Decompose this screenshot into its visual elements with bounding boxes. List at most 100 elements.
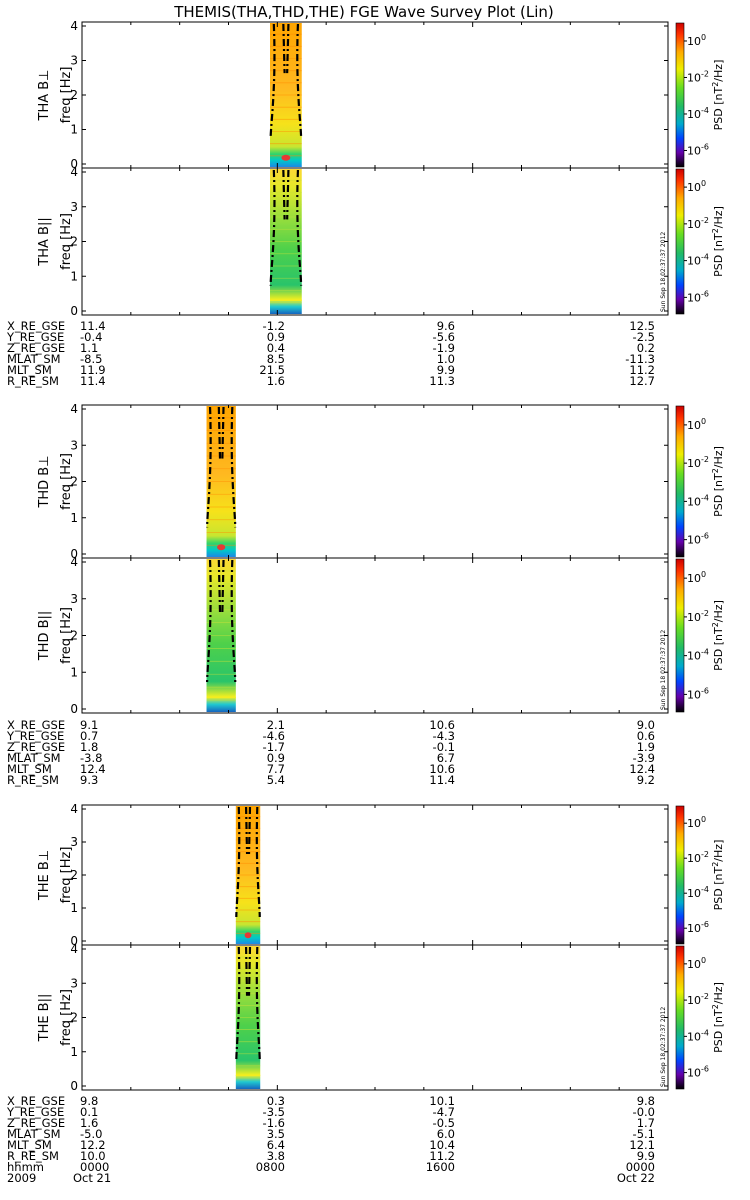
colorbar-tick-label: 10-2	[687, 609, 709, 624]
ephemeris-value: 1.8	[80, 740, 98, 754]
ephemeris-value: -1.2	[263, 319, 285, 333]
ephemeris-value: 12.5	[629, 319, 655, 333]
gyrofrequency-curve	[235, 806, 241, 918]
ephemeris-row-name: MLT_SM	[7, 363, 52, 377]
panel-label: THD B||	[37, 611, 52, 662]
x-axis-label: hhmm	[7, 1160, 44, 1174]
x-tick-label: 0800	[256, 1160, 285, 1174]
gyrofrequency-curve	[269, 23, 276, 139]
ephemeris-value: 0.6	[637, 729, 655, 743]
panel-label: THA B||	[37, 217, 52, 266]
timestamp-stamp: Sun Sep 18 02:37:37 2012	[660, 630, 667, 710]
y-tick-label: 0	[70, 157, 78, 171]
colorbar-tick-label: 10-2	[687, 216, 709, 231]
ephemeris-value: -8.5	[80, 352, 102, 366]
y-tick-label: 0	[70, 702, 78, 716]
gyrofrequency-curve	[296, 23, 303, 139]
ephemeris-row-name: MLT_SM	[7, 762, 52, 776]
freq-axis-label: freq [Hz]	[59, 213, 74, 270]
gyrofrequency-curve	[206, 559, 212, 683]
colorbar	[675, 22, 685, 168]
ephemeris-value: 9.9	[437, 363, 455, 377]
pc1-band	[244, 932, 252, 939]
colorbar-tick-label: 10-6	[687, 142, 709, 157]
ephemeris-value: 2.1	[267, 718, 285, 732]
colorbar-tick-label: 10-6	[687, 289, 709, 304]
panel-label: THD B⊥	[37, 455, 52, 508]
colorbar-label: PSD [nT2/Hz]	[711, 840, 725, 911]
ephemeris-value: -4.7	[433, 1105, 455, 1119]
colorbar-tick-label: 10-4	[687, 253, 709, 268]
gyrofrequency-curve	[230, 406, 237, 528]
y-tick-label: 3	[70, 976, 78, 990]
colorbar-tick-label: 10-2	[687, 850, 709, 865]
y-tick-label: 2	[70, 629, 78, 643]
gyrofrequency-curve	[235, 946, 241, 1062]
colorbar	[675, 405, 685, 558]
plot-frame	[81, 804, 669, 946]
gyrofrequency-curve	[217, 559, 222, 613]
y-tick-label: 3	[70, 835, 78, 849]
y-tick-label: 1	[70, 123, 78, 137]
ephemeris-value: 11.9	[80, 363, 106, 377]
spectrogram-panel: 0 1 2 3 4 THD B|| freq [Hz] 100 10-2 10-4 10-6 PSD …	[37, 555, 725, 716]
panel-label: THA B⊥	[37, 70, 52, 122]
ephemeris-value: -1.6	[263, 1116, 285, 1130]
ephemeris-value: 10.0	[80, 1149, 106, 1163]
colorbar-tick-label: 10-6	[687, 1065, 709, 1080]
ephemeris-value: 12.4	[629, 762, 655, 776]
colorbar-tick-label: 10-4	[687, 885, 709, 900]
ephemeris-value: 9.6	[437, 319, 455, 333]
gyrofrequency-curve	[244, 946, 249, 996]
colorbar-tick-label: 10-6	[687, 532, 709, 547]
freq-axis-label: freq [Hz]	[59, 847, 74, 904]
ephemeris-table: X_RE_GSE 11.4 -1.2 9.6 12.5 Y_RE_GSE -0.4 0.9 -5…	[6, 319, 655, 388]
y-tick-label: 3	[70, 200, 78, 214]
y-tick-label: 2	[70, 475, 78, 489]
colorbar-tick-label: 10-2	[687, 992, 709, 1007]
ephemeris-value: 10.1	[429, 1094, 455, 1108]
ephemeris-row-name: X_RE_GSE	[7, 1094, 65, 1108]
ephemeris-value: -5.6	[433, 330, 455, 344]
ephemeris-value: -3.8	[80, 751, 102, 765]
gyrofrequency-curve	[296, 169, 303, 286]
gyrofrequency-curve	[206, 406, 212, 528]
y-tick-label: 4	[70, 555, 78, 569]
ephemeris-table: X_RE_GSE 9.1 2.1 10.6 9.0 Y_RE_GSE 0.7 -4.6 -4.3…	[6, 718, 655, 787]
plot-frame	[81, 557, 669, 714]
y-tick-label: 3	[70, 54, 78, 68]
freq-axis-label: freq [Hz]	[59, 67, 74, 124]
timestamp-stamp: Sun Sep 18 02:37:37 2012	[660, 232, 667, 312]
panel-label: THE B||	[37, 994, 52, 1043]
ephemeris-row-name: R_RE_SM	[7, 1149, 59, 1163]
colorbar-tick-label: 100	[687, 179, 706, 194]
gyrofrequency-curve	[221, 406, 225, 459]
ephemeris-row-name: MLAT_SM	[7, 1127, 61, 1141]
date-start: Oct 21	[73, 1171, 111, 1185]
ephemeris-value: 12.1	[629, 1138, 655, 1152]
plot-frame	[81, 21, 669, 169]
ephemeris-row-name: R_RE_SM	[7, 374, 59, 388]
ephemeris-value: 21.5	[259, 363, 285, 377]
colorbar-tick-label: 10-4	[687, 648, 709, 663]
ephemeris-row-name: Z_RE_GSE	[7, 1116, 65, 1130]
ephemeris-value: 9.1	[80, 718, 98, 732]
colorbar	[675, 805, 685, 945]
colorbar	[675, 168, 685, 315]
ephemeris-value: -0.1	[433, 740, 455, 754]
ephemeris-value: 0.7	[80, 729, 98, 743]
ephemeris-value: -0.0	[633, 1105, 655, 1119]
ephemeris-value: -0.5	[433, 1116, 455, 1130]
spectrogram-panel: 0 1 2 3 4 THA B|| freq [Hz] 100 10-2 10-4 10-6PSD …	[37, 165, 725, 318]
ephemeris-value: 0.9	[267, 751, 285, 765]
colorbar-tick-label: 100	[687, 815, 706, 830]
y-tick-label: 4	[70, 19, 78, 33]
colorbar	[675, 945, 685, 1090]
ephemeris-value: 11.4	[80, 374, 106, 388]
x-tick-label: 1600	[426, 1160, 455, 1174]
ephemeris-value: 10.6	[429, 718, 455, 732]
ephemeris-row-name: Z_RE_GSE	[7, 341, 65, 355]
